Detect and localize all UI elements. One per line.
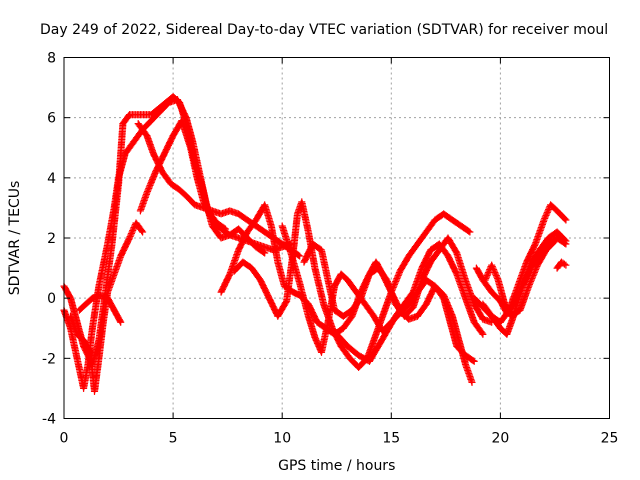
x-tick-label: 10 xyxy=(273,431,291,447)
y-tick-label: 8 xyxy=(47,51,56,67)
x-tick-label: 5 xyxy=(169,431,178,447)
y-tick-label: 2 xyxy=(47,231,56,247)
y-tick-label: 0 xyxy=(47,291,56,307)
chart-title: Day 249 of 2022, Sidereal Day-to-day VTE… xyxy=(40,22,608,38)
x-tick-label: 0 xyxy=(60,431,69,447)
series-track-15 xyxy=(481,237,559,320)
x-tick-label: 15 xyxy=(382,431,400,447)
y-tick-label: -2 xyxy=(42,351,56,367)
series-markers xyxy=(553,258,570,272)
series-track-4 xyxy=(75,291,125,326)
y-tick-label: 6 xyxy=(47,111,56,127)
series-markers xyxy=(481,237,559,320)
y-tick-label: -4 xyxy=(42,412,56,428)
data-series xyxy=(60,92,570,396)
series-track-14 xyxy=(479,234,570,338)
series-track-10 xyxy=(300,234,496,326)
x-axis-label: GPS time / hours xyxy=(278,458,395,474)
series-markers xyxy=(333,240,487,365)
x-tick-label: 25 xyxy=(601,431,619,447)
series-track-11 xyxy=(333,240,487,365)
series-markers xyxy=(300,234,496,326)
x-tick-label: 20 xyxy=(491,431,509,447)
series-track-2 xyxy=(60,95,269,393)
series-markers xyxy=(136,117,295,254)
axis-ticks: 0 5 10 15 20 25 -4 -2 0 2 4 6 8 xyxy=(42,51,618,447)
y-tick-label: 4 xyxy=(47,171,56,187)
y-axis-label: SDTVAR / TECUs xyxy=(7,181,23,296)
series-track-6 xyxy=(136,117,295,254)
series-markers xyxy=(60,95,269,393)
series-markers xyxy=(134,120,304,260)
series-markers xyxy=(75,291,125,326)
grid xyxy=(64,57,610,419)
series-markers xyxy=(479,234,570,338)
series-track-5 xyxy=(134,120,304,260)
series-track-16 xyxy=(553,258,570,272)
